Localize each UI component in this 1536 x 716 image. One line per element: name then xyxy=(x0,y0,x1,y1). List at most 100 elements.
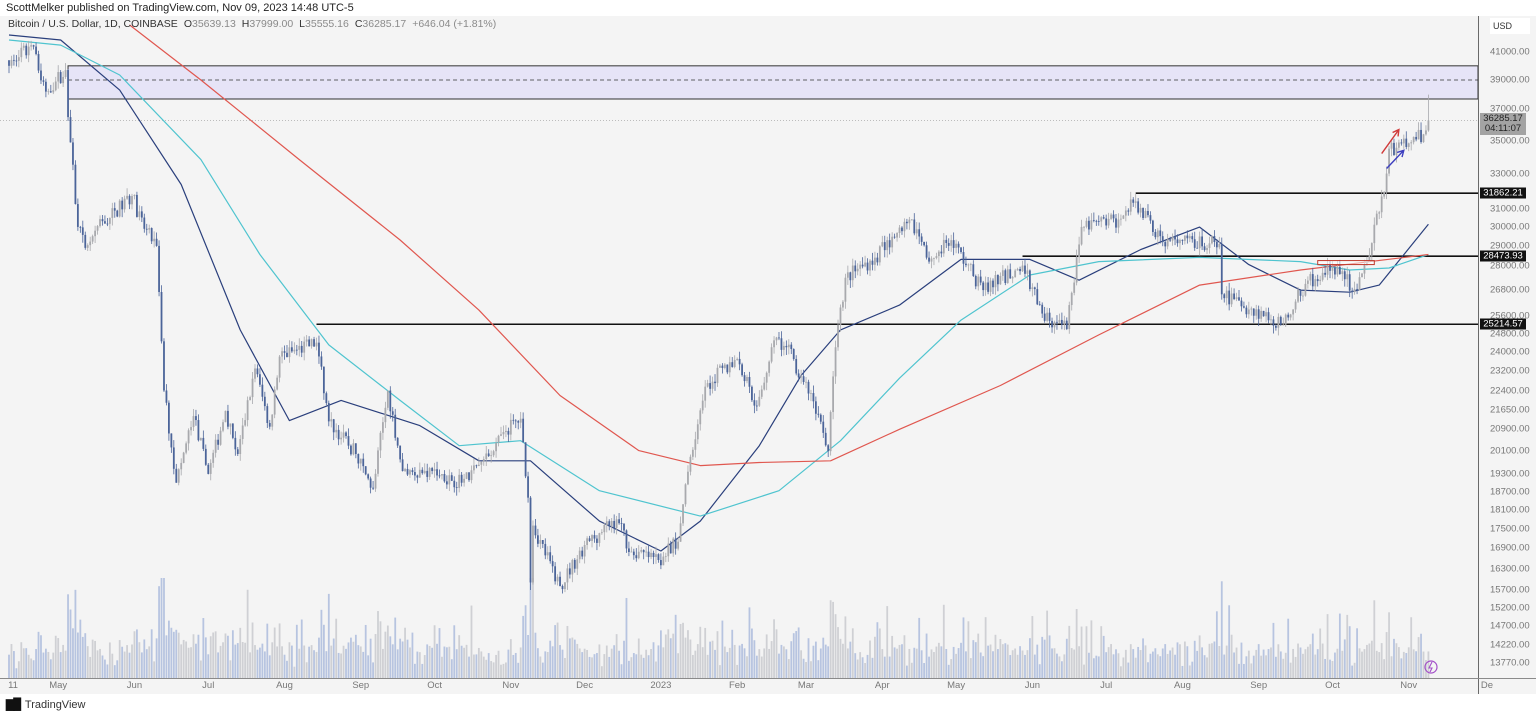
candle-body xyxy=(477,464,480,467)
price-tick-label: 41000.00 xyxy=(1490,46,1530,58)
candle-body xyxy=(357,453,360,464)
candle-body xyxy=(886,240,889,251)
candle-body xyxy=(1117,219,1120,228)
candle-body xyxy=(1425,130,1427,135)
resistance-zone-rect xyxy=(67,65,1478,100)
volume-bar xyxy=(962,617,965,678)
chart-background[interactable] xyxy=(0,16,1536,694)
candle-body xyxy=(224,410,227,423)
candle-body xyxy=(468,472,470,481)
volume-bar xyxy=(219,645,222,678)
candle-body xyxy=(1215,242,1218,248)
candle-body xyxy=(17,57,20,61)
volume-bar xyxy=(313,650,315,678)
price-tick-label: 19300.00 xyxy=(1490,468,1530,480)
candle-body xyxy=(623,523,625,531)
volume-bar xyxy=(281,646,283,678)
candle-body xyxy=(618,519,620,524)
symbol-title: Bitcoin / U.S. Dollar, 1D, COINBASE xyxy=(8,18,178,30)
candle-body xyxy=(1294,301,1297,310)
volume-bar xyxy=(728,647,731,678)
candle-body xyxy=(979,276,982,283)
volume-bar xyxy=(150,629,153,678)
volume-bar xyxy=(537,648,539,678)
volume-bar xyxy=(915,648,918,678)
candle-body xyxy=(876,257,879,263)
volume-bar xyxy=(834,614,837,678)
candle-body xyxy=(541,540,544,544)
candle-body xyxy=(308,339,311,347)
candle-body xyxy=(1356,288,1358,291)
candle-body xyxy=(106,223,109,225)
volume-bar xyxy=(527,635,529,678)
candle-body xyxy=(1201,236,1203,247)
candle-body xyxy=(947,243,950,246)
candle-body xyxy=(1029,270,1031,290)
candle-body xyxy=(1009,269,1012,279)
candle-body xyxy=(423,470,426,474)
volume-bar xyxy=(500,664,502,678)
volume-bar xyxy=(1206,657,1208,678)
currency-selector[interactable]: USD xyxy=(1490,18,1530,34)
volume-bar xyxy=(1031,616,1034,678)
volume-bar xyxy=(1388,612,1390,678)
candle-body xyxy=(15,60,18,62)
candle-body xyxy=(682,504,684,524)
price-tick-label: 20100.00 xyxy=(1490,445,1530,457)
volume-bar xyxy=(182,639,185,678)
candle-body xyxy=(551,561,554,567)
volume-bar xyxy=(854,653,857,678)
volume-bar xyxy=(227,635,229,678)
volume-bar xyxy=(67,594,69,678)
resistance-zone[interactable] xyxy=(0,65,1478,121)
volume-bar xyxy=(674,614,677,678)
horizontal-levels[interactable] xyxy=(316,192,1479,326)
volume-bar xyxy=(945,649,948,678)
candle-body xyxy=(170,433,173,448)
volume-bar xyxy=(453,625,456,678)
price-tick-label: 39000.00 xyxy=(1490,74,1530,86)
volume-bar xyxy=(709,641,711,678)
volume-bar xyxy=(632,653,635,678)
volume-bar xyxy=(721,620,724,678)
volume-bar xyxy=(795,631,798,678)
volume-bar xyxy=(647,655,650,678)
volume-bar xyxy=(298,648,301,678)
candle-body xyxy=(382,422,384,433)
candle-body xyxy=(871,260,874,265)
volume-bar xyxy=(687,630,689,678)
candle-body xyxy=(615,519,618,529)
volume-bar xyxy=(113,665,116,678)
candle-body xyxy=(1006,269,1009,283)
volume-bar xyxy=(404,627,406,678)
volume-bar xyxy=(726,652,729,678)
price-tick-label: 15700.00 xyxy=(1490,584,1530,596)
alert-lightning-icon[interactable] xyxy=(1424,660,1438,674)
volume-bar xyxy=(84,633,87,678)
volume-bar xyxy=(1240,642,1243,678)
candle-body xyxy=(709,383,711,389)
candle-body xyxy=(632,551,635,556)
volume-bar xyxy=(32,660,35,678)
volume-bar xyxy=(1284,652,1287,678)
volume-bar xyxy=(177,632,180,678)
candle-body xyxy=(1085,220,1088,227)
volume-bar xyxy=(1174,654,1176,678)
volume-bar xyxy=(706,654,709,678)
price-tick-label: 15200.00 xyxy=(1490,602,1530,614)
volume-bar xyxy=(1176,642,1179,678)
volume-bar xyxy=(492,662,495,678)
volume-bar xyxy=(561,649,564,678)
candle-body xyxy=(1198,236,1201,249)
volume-bar xyxy=(1329,659,1331,678)
candle-body xyxy=(276,377,279,390)
annotations[interactable] xyxy=(1317,128,1405,266)
candle-body xyxy=(733,359,736,367)
price-tick-label: 14220.00 xyxy=(1490,639,1530,651)
volume-bar xyxy=(679,623,682,678)
candle-body xyxy=(578,550,581,560)
volume-bar xyxy=(59,652,62,678)
volume-bar xyxy=(1393,638,1395,678)
volume-bar xyxy=(231,630,234,678)
